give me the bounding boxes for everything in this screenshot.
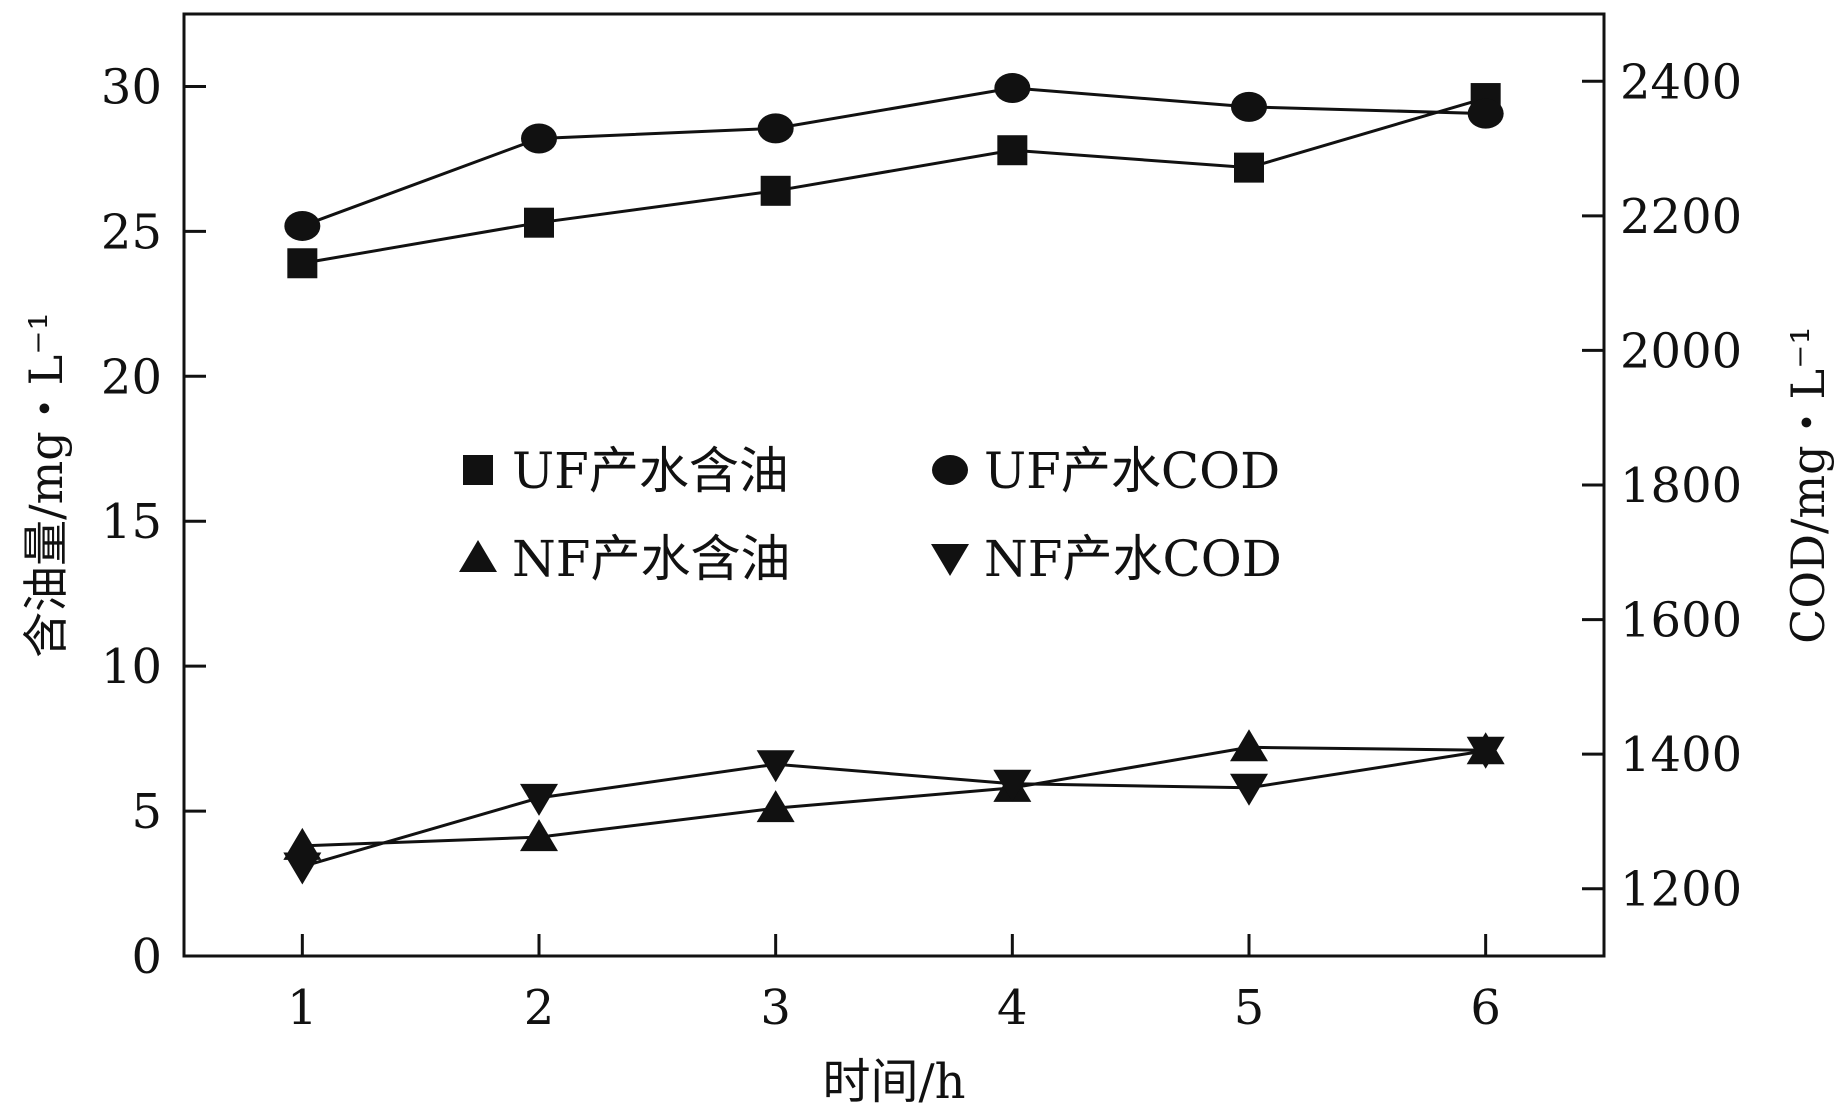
y-right-tick-label: 1800 bbox=[1620, 458, 1742, 514]
data-point-circle bbox=[284, 210, 321, 241]
legend-marker-circle bbox=[932, 455, 968, 485]
y-right-tick-label: 1200 bbox=[1620, 862, 1742, 918]
plot-frame bbox=[182, 12, 1606, 958]
y-right-tick-label: 2000 bbox=[1620, 323, 1742, 379]
data-point-circle bbox=[521, 123, 557, 154]
y-axis-label-right: COD/mg・L⁻¹ bbox=[1781, 326, 1835, 644]
legend-label: NF产水COD bbox=[984, 530, 1282, 588]
series-markers bbox=[283, 73, 1505, 885]
y-left-tick-label: 15 bbox=[101, 494, 162, 550]
y-left-tick-label: 25 bbox=[101, 204, 162, 260]
x-tick-label: 3 bbox=[760, 980, 791, 1036]
x-tick-label: 4 bbox=[997, 980, 1028, 1036]
legend-label: UF产水COD bbox=[984, 442, 1280, 500]
series-line-1 bbox=[302, 96, 1487, 265]
y-axis-label-left: 含油量/mg・L⁻¹ bbox=[19, 312, 73, 658]
x-tick-label: 5 bbox=[1234, 980, 1265, 1036]
axis-ticks: 1 2 3 4 5 6 0 5 10 15 20 25 30 1200 1400 1600 1800 2000 22… bbox=[101, 54, 1742, 1036]
legend-label: NF产水含油 bbox=[512, 530, 790, 588]
y-left-tick-label: 20 bbox=[101, 349, 162, 405]
data-point-triangle-down bbox=[993, 769, 1032, 802]
data-point-triangle-down bbox=[1230, 773, 1268, 806]
legend-marker-triangle-up bbox=[459, 540, 497, 572]
data-point-triangle-down bbox=[520, 783, 558, 816]
y-left-tick-label: 30 bbox=[101, 59, 162, 115]
series-line-4 bbox=[301, 749, 1486, 868]
legend: UF产水含油 UF产水COD NF产水含油 NF产水COD bbox=[459, 442, 1282, 588]
y-right-tick-label: 2400 bbox=[1620, 54, 1742, 110]
y-right-tick-label: 2200 bbox=[1620, 189, 1742, 245]
legend-label: UF产水含油 bbox=[512, 442, 789, 500]
y-left-tick-label: 10 bbox=[101, 639, 162, 695]
data-point-triangle-down bbox=[756, 750, 795, 783]
data-point-triangle-up bbox=[1230, 729, 1268, 762]
y-left-tick-label: 5 bbox=[131, 784, 162, 840]
data-point-circle bbox=[1231, 91, 1267, 122]
data-point-square bbox=[997, 135, 1028, 166]
y-left-tick-label: 0 bbox=[131, 929, 162, 985]
data-point-triangle-up bbox=[283, 827, 322, 860]
data-point-circle bbox=[994, 73, 1031, 104]
data-point-square bbox=[287, 248, 318, 279]
data-point-triangle-down bbox=[283, 852, 322, 885]
legend-marker-triangle-down bbox=[931, 544, 969, 576]
x-tick-label: 1 bbox=[287, 980, 318, 1036]
series-line-3 bbox=[302, 745, 1486, 848]
x-axis-label: 时间/h bbox=[822, 1054, 965, 1110]
data-point-square bbox=[760, 175, 791, 206]
y-right-tick-label: 1600 bbox=[1620, 593, 1742, 649]
series-line-2 bbox=[301, 86, 1486, 228]
x-tick-label: 6 bbox=[1470, 980, 1501, 1036]
y-right-tick-label: 1400 bbox=[1620, 727, 1742, 783]
data-point-circle bbox=[1467, 98, 1504, 129]
data-point-square bbox=[524, 207, 554, 238]
data-point-triangle-down bbox=[1466, 736, 1505, 769]
x-tick-label: 2 bbox=[524, 980, 555, 1036]
series-lines bbox=[301, 86, 1487, 868]
data-point-triangle-up bbox=[520, 819, 558, 852]
data-point-circle bbox=[757, 113, 794, 144]
legend-marker-square bbox=[463, 455, 493, 485]
data-point-triangle-up bbox=[756, 790, 795, 823]
data-point-square bbox=[1234, 152, 1264, 183]
